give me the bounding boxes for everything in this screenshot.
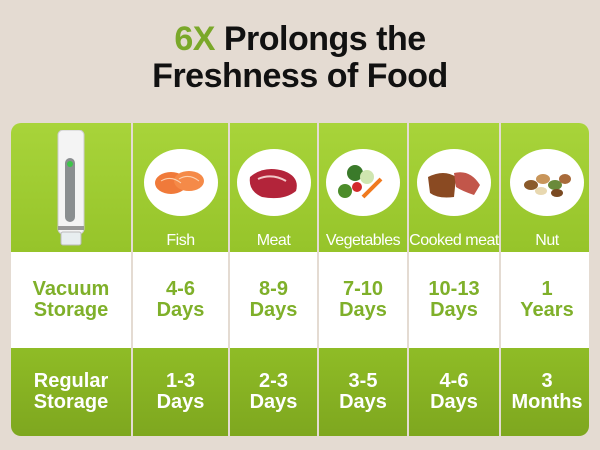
freshness-comparison-table: Fish Meat Vegetables Cooked meat Nut Vac… <box>11 123 589 436</box>
food-image <box>236 149 311 217</box>
headline-line-1: 6X Prolongs the <box>0 20 600 58</box>
food-label: Nut <box>535 231 559 249</box>
unit: Days <box>339 391 387 413</box>
value: 1-3 <box>166 370 195 392</box>
salmon-slices-icon <box>154 170 204 194</box>
vacuum-cell-nut: 1 Years <box>501 252 589 348</box>
regular-cell-meat: 2-3 Days <box>230 348 317 436</box>
unit: Days <box>430 299 478 321</box>
row-label-regular-storage: Regular Storage <box>11 348 131 436</box>
raw-steak-icon <box>249 168 297 198</box>
vacuum-cell-meat: 8-9 Days <box>230 252 317 348</box>
value: 3 <box>541 370 553 392</box>
vacuum-cell-fish: 4-6 Days <box>133 252 228 348</box>
value: 4-6 <box>439 370 469 392</box>
food-image <box>417 149 491 217</box>
value: 8-9 <box>259 278 288 300</box>
vacuum-sealer-device-icon <box>57 129 85 245</box>
value: 1 <box>541 278 553 300</box>
row-label-line: Vacuum <box>32 278 110 300</box>
food-image <box>143 149 218 217</box>
headline-line-2: Freshness of Food <box>152 57 448 95</box>
cooked-steak-icon <box>428 171 480 198</box>
row-label-line: Storage <box>33 391 109 413</box>
unit: Days <box>430 391 478 413</box>
food-label: Meat <box>256 231 291 249</box>
vacuum-cell-cooked-meat: 10-13 Days <box>409 252 499 348</box>
row-label-vacuum-storage: Vacuum Storage <box>11 252 131 348</box>
unit: Days <box>339 299 387 321</box>
row-label-line: Storage <box>33 299 109 321</box>
unit: Days <box>156 391 205 413</box>
regular-cell-cooked-meat: 4-6 Days <box>409 348 499 436</box>
unit: Days <box>249 391 298 413</box>
value: 4-6 <box>166 278 195 300</box>
regular-cell-vegetables: 3-5 Days <box>319 348 407 436</box>
value: 3-5 <box>348 370 378 392</box>
headline-accent: 6X <box>174 20 215 58</box>
food-label: Cooked meat <box>409 231 499 249</box>
food-header-fish: Fish <box>133 123 228 252</box>
unit: Months <box>511 391 583 413</box>
mixed-nuts-icon <box>524 173 571 197</box>
food-image <box>510 149 584 217</box>
food-header-vegetables: Vegetables <box>319 123 407 252</box>
value: 7-10 <box>342 278 384 300</box>
food-label: Fish <box>166 231 195 249</box>
food-header-meat: Meat <box>230 123 317 252</box>
unit: Days <box>156 299 205 321</box>
value: 10-13 <box>428 278 480 300</box>
unit: Days <box>249 299 298 321</box>
value: 2-3 <box>259 370 288 392</box>
regular-cell-fish: 1-3 Days <box>133 348 228 436</box>
row-label-line: Regular <box>33 370 109 392</box>
regular-cell-nut: 3 Months <box>501 348 589 436</box>
headline-text: Prolongs the <box>214 20 426 58</box>
food-label: Vegetables <box>325 231 401 249</box>
vegetables-icon <box>338 164 383 198</box>
food-image <box>326 149 400 217</box>
food-header-cooked-meat: Cooked meat <box>409 123 499 252</box>
device-cell <box>11 123 131 252</box>
vacuum-cell-vegetables: 7-10 Days <box>319 252 407 348</box>
food-header-nut: Nut <box>501 123 589 252</box>
unit: Years <box>520 299 574 321</box>
